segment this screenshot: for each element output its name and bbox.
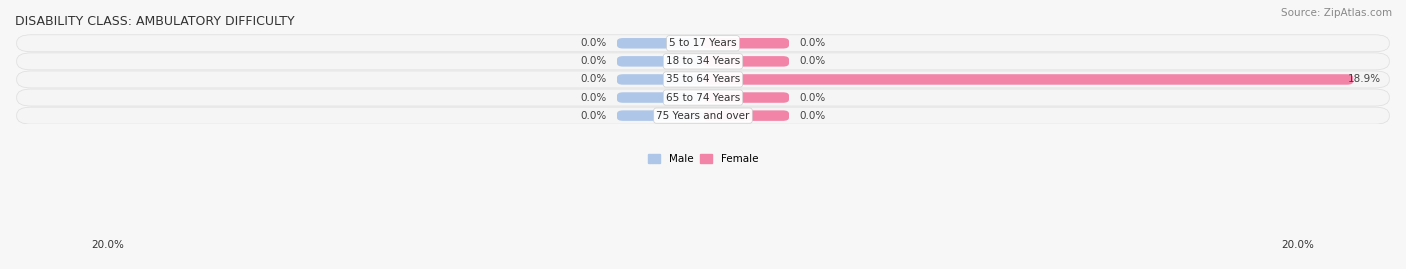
Text: 0.0%: 0.0% [581,111,606,121]
Text: 18 to 34 Years: 18 to 34 Years [666,56,740,66]
Text: 65 to 74 Years: 65 to 74 Years [666,93,740,102]
FancyBboxPatch shape [17,71,1389,88]
Text: 0.0%: 0.0% [581,56,606,66]
FancyBboxPatch shape [17,53,1389,70]
FancyBboxPatch shape [703,38,789,48]
Text: 20.0%: 20.0% [1282,240,1315,250]
Text: 20.0%: 20.0% [91,240,124,250]
FancyBboxPatch shape [703,56,789,67]
FancyBboxPatch shape [17,35,1389,52]
FancyBboxPatch shape [617,56,703,67]
FancyBboxPatch shape [703,92,789,103]
Text: 0.0%: 0.0% [800,56,825,66]
FancyBboxPatch shape [17,107,1389,124]
FancyBboxPatch shape [617,92,703,103]
Text: 0.0%: 0.0% [800,38,825,48]
FancyBboxPatch shape [617,38,703,48]
Text: 0.0%: 0.0% [581,93,606,102]
FancyBboxPatch shape [703,74,1353,85]
Legend: Male, Female: Male, Female [644,150,762,168]
Text: 35 to 64 Years: 35 to 64 Years [666,75,740,84]
Text: 18.9%: 18.9% [1347,75,1381,84]
FancyBboxPatch shape [17,89,1389,106]
Text: 0.0%: 0.0% [800,93,825,102]
Text: 0.0%: 0.0% [800,111,825,121]
Text: 0.0%: 0.0% [581,38,606,48]
Text: DISABILITY CLASS: AMBULATORY DIFFICULTY: DISABILITY CLASS: AMBULATORY DIFFICULTY [15,15,295,28]
Text: 5 to 17 Years: 5 to 17 Years [669,38,737,48]
Text: 0.0%: 0.0% [581,75,606,84]
FancyBboxPatch shape [617,110,703,121]
FancyBboxPatch shape [617,74,703,85]
FancyBboxPatch shape [703,110,789,121]
Text: 75 Years and over: 75 Years and over [657,111,749,121]
Text: Source: ZipAtlas.com: Source: ZipAtlas.com [1281,8,1392,18]
